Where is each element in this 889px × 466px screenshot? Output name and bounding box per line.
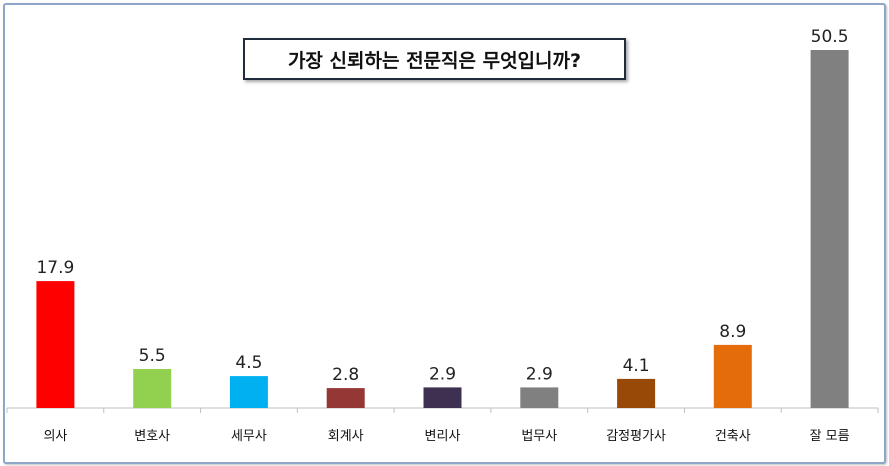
data-label-0: 17.9: [36, 258, 74, 278]
bar-2: [229, 376, 268, 408]
bar-0: [36, 281, 75, 408]
chart-title: 가장 신뢰하는 전문직은 무엇입니까?: [243, 38, 626, 80]
bar-3: [326, 388, 365, 408]
bar-5: [520, 387, 559, 408]
category-label-1: 변호사: [134, 429, 170, 444]
category-label-8: 잘 모름: [810, 429, 850, 444]
bar-4: [423, 387, 462, 408]
data-label-6: 4.1: [623, 356, 650, 376]
bar-8: [810, 50, 849, 408]
category-label-6: 감정평가사: [606, 429, 666, 444]
category-label-2: 세무사: [231, 429, 267, 444]
data-label-2: 4.5: [235, 353, 262, 373]
category-label-7: 건축사: [715, 429, 751, 444]
bar-7: [713, 344, 752, 408]
data-label-3: 2.8: [332, 365, 359, 385]
bar-6: [617, 378, 656, 408]
data-label-8: 50.5: [811, 27, 849, 47]
category-label-0: 의사: [43, 429, 67, 444]
category-label-3: 회계사: [328, 429, 364, 444]
data-label-5: 2.9: [526, 364, 553, 384]
category-label-5: 법무사: [521, 429, 557, 444]
data-label-4: 2.9: [429, 364, 456, 384]
data-label-1: 5.5: [139, 346, 166, 366]
bar-1: [133, 369, 172, 408]
category-label-4: 변리사: [425, 429, 461, 444]
data-label-7: 8.9: [719, 322, 746, 342]
